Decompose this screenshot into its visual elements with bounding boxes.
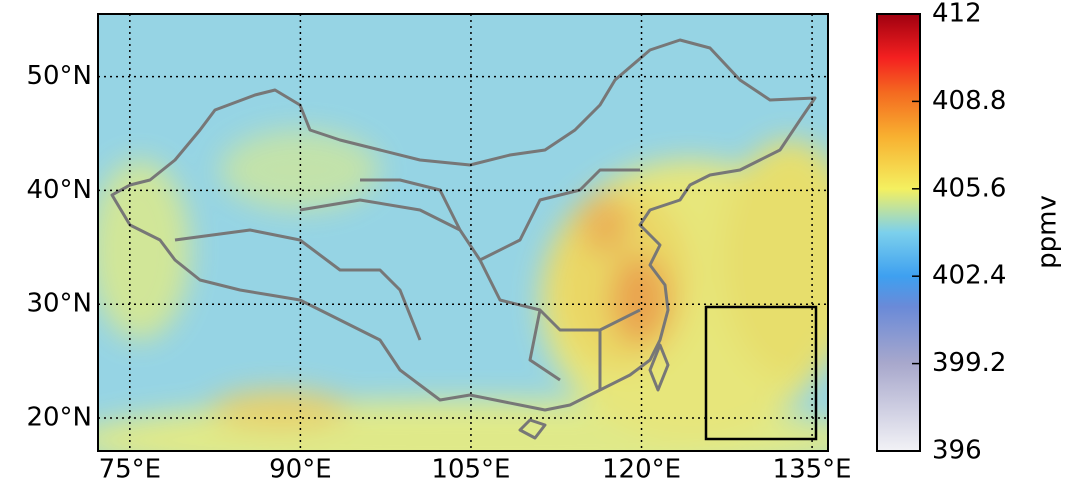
colorbar-tick-label: 408.8 [932,86,1006,116]
colorbar [876,13,921,452]
lat-tick-label: 30°N [26,289,92,319]
colorbar-tick-label: 405.6 [932,173,1006,203]
colorbar-label: ppmv [1033,195,1063,269]
plot-frame [97,13,829,452]
lat-tick-label: 40°N [26,175,92,205]
lat-tick-label: 20°N [26,402,92,432]
inset-box [704,305,818,441]
lon-tick-label: 135°E [773,455,852,485]
lon-tick-label: 105°E [431,455,510,485]
co2-field [98,14,828,451]
colorbar-tick-label: 396 [932,436,982,466]
china-borders [110,38,817,440]
colorbar-tick-label: 402.4 [932,261,1006,291]
lat-tick-label: 50°N [26,61,92,91]
colorbar-tick-label: 412 [932,0,982,29]
colorbar-tick-label: 399.2 [932,348,1006,378]
lon-tick-label: 75°E [99,455,162,485]
graticule [98,14,828,451]
lon-tick-label: 90°E [269,455,332,485]
lon-tick-label: 120°E [602,455,681,485]
